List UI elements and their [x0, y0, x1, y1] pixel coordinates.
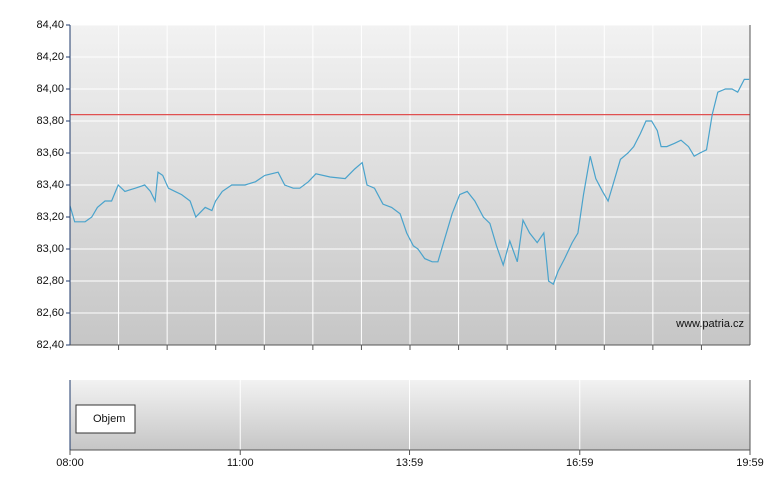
y-tick-label: 83,40 [36, 179, 64, 191]
x-tick-label: 13:59 [396, 457, 424, 469]
y-tick-label: 83,20 [36, 211, 64, 223]
y-tick-label: 83,00 [36, 243, 64, 255]
watermark: www.patria.cz [675, 318, 744, 330]
y-tick-label: 82,60 [36, 307, 64, 319]
y-tick-label: 83,80 [36, 115, 64, 127]
price-line [69, 78, 750, 286]
y-tick-label: 84,00 [36, 83, 64, 95]
y-tick-label: 82,80 [36, 275, 64, 287]
legend-label: Objem [93, 413, 125, 425]
legend-box [75, 404, 136, 434]
y-tick-label: 84,40 [36, 19, 64, 31]
y-tick-label: 82,40 [36, 339, 64, 351]
x-tick-label: 16:59 [566, 457, 594, 469]
x-tick-label: 19:59 [736, 457, 764, 469]
x-tick-label: 11:00 [227, 457, 254, 469]
x-tick-label: 08:00 [56, 457, 84, 469]
y-tick-label: 84,20 [36, 51, 64, 63]
y-tick-label: 83,60 [36, 147, 64, 159]
